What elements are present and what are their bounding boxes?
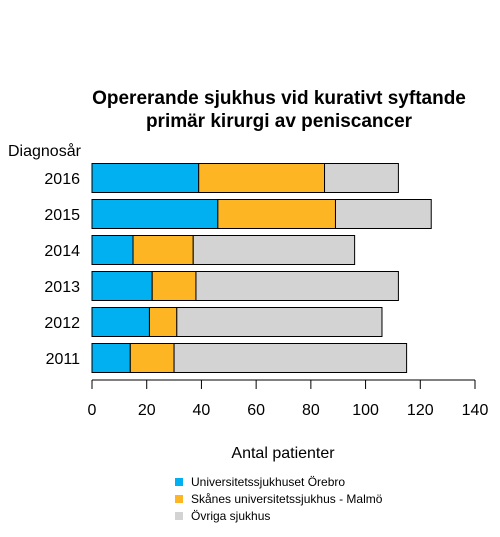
legend-label-1: Universitetssjukhuset Örebro <box>191 475 345 489</box>
bar-2012-series-2 <box>148 307 178 337</box>
x-tick-label-100: 100 <box>352 402 379 419</box>
bar-2013-series-1 <box>91 271 153 301</box>
bar-2016-series-3 <box>324 163 399 193</box>
bar-2013-series-2 <box>151 271 197 301</box>
y-tick-label-2013: 2013 <box>44 279 80 296</box>
bar-2016-series-1 <box>91 163 200 193</box>
legend-label-2: Skånes universitetssjukhus - Malmö <box>191 492 383 506</box>
bar-2011-series-2 <box>129 343 175 373</box>
chart-title-line-1: Opererande sjukhus vid kurativt syftande <box>92 88 466 109</box>
y-tick-labels: 2016 2015 2014 2013 2012 2011 <box>44 171 80 368</box>
x-tick-label-140: 140 <box>462 402 489 419</box>
bar-2014-series-2 <box>132 235 194 265</box>
bar-2015-series-2 <box>217 199 336 229</box>
x-tick-label-20: 20 <box>138 402 156 419</box>
bar-2014-series-1 <box>91 235 134 265</box>
y-tick-label-2012: 2012 <box>44 315 80 332</box>
x-tick-label-0: 0 <box>88 402 97 419</box>
bar-2015-series-3 <box>334 199 432 229</box>
chart-title-line-2: primär kirurgi av peniscancer <box>146 111 413 132</box>
legend-swatch-3 <box>175 512 183 520</box>
y-tick-label-2011: 2011 <box>46 351 81 368</box>
bar-2011-series-3 <box>173 343 408 373</box>
x-axis-ticks: 0 20 40 60 80 100 120 140 <box>88 380 489 419</box>
x-tick-label-60: 60 <box>247 402 265 419</box>
y-axis-label: Diagnosår <box>8 142 82 160</box>
bar-2011-series-1 <box>91 343 131 373</box>
bar-2015-series-1 <box>91 199 219 229</box>
legend-label-3: Övriga sjukhus <box>191 509 270 523</box>
legend: Universitetssjukhuset Örebro Skånes unive… <box>175 475 383 523</box>
x-tick-label-40: 40 <box>193 402 211 419</box>
bar-2012-series-3 <box>176 307 383 337</box>
legend-swatch-2 <box>175 495 183 503</box>
bar-2012-series-1 <box>91 307 150 337</box>
bar-2016-series-2 <box>198 163 326 193</box>
x-tick-label-80: 80 <box>302 402 320 419</box>
x-tick-label-120: 120 <box>407 402 434 419</box>
bar-2013-series-3 <box>195 271 399 301</box>
x-axis-label: Antal patienter <box>231 445 335 462</box>
y-tick-label-2016: 2016 <box>44 171 80 188</box>
y-tick-label-2015: 2015 <box>44 207 80 224</box>
legend-swatch-1 <box>175 478 183 486</box>
bar-2014-series-3 <box>192 235 356 265</box>
y-tick-label-2014: 2014 <box>44 243 80 260</box>
bars-group <box>91 163 432 373</box>
